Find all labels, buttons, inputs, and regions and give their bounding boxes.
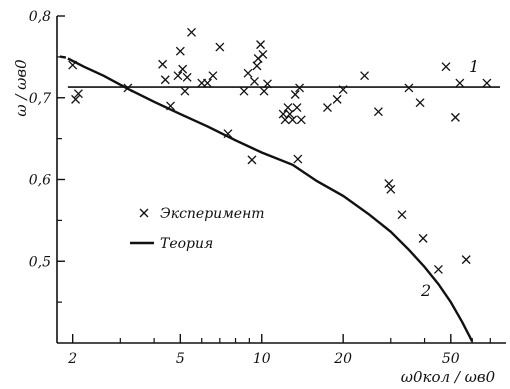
data-point [182, 72, 192, 82]
data-point [208, 71, 218, 81]
legend-experiment-marker [139, 208, 149, 218]
data-point [293, 154, 303, 164]
y-tick-label: 0,6 [29, 173, 51, 189]
data-point [285, 109, 295, 119]
data-point [338, 85, 348, 95]
data-point [203, 78, 212, 88]
data-point [323, 103, 332, 113]
data-point [252, 61, 262, 71]
data-point [397, 210, 407, 220]
data-point [258, 49, 268, 59]
data-point [455, 78, 465, 88]
data-point [215, 42, 225, 52]
data-point [123, 83, 133, 93]
curve-2 [67, 57, 474, 342]
data-point [450, 112, 460, 122]
x-tick-label: 50 [442, 351, 460, 367]
data-point [288, 115, 298, 125]
data-point [290, 90, 300, 99]
data-point [404, 83, 414, 93]
data-point [158, 59, 168, 69]
curves [59, 55, 500, 342]
data-point [239, 86, 249, 96]
data-point [68, 60, 78, 70]
markers [68, 27, 492, 274]
x-tick-label: 5 [176, 351, 185, 367]
data-point [187, 27, 196, 37]
legend: Эксперимент Теория [130, 206, 265, 252]
data-point [461, 255, 471, 265]
data-point [283, 103, 293, 113]
data-point [295, 83, 305, 93]
x-ticks: 2 5 10 20 50 [67, 334, 491, 367]
data-point [223, 129, 233, 139]
data-point [166, 101, 175, 111]
data-point [256, 40, 266, 50]
data-point [360, 71, 370, 81]
data-point [433, 264, 443, 274]
y-ticks: 0,5 0,6 0,7 0,8 [29, 9, 65, 303]
data-point [418, 233, 428, 243]
data-point [173, 71, 183, 81]
curve-label-1: 1 [469, 57, 479, 76]
data-point [71, 94, 81, 104]
data-point [160, 75, 170, 85]
data-point [280, 115, 290, 125]
data-point [384, 179, 394, 189]
data-point [259, 86, 269, 96]
data-point [250, 76, 259, 86]
x-axis-title: ω0кол / ωв0 [401, 368, 496, 386]
data-point [175, 46, 185, 56]
data-point [296, 115, 306, 125]
data-point [415, 98, 425, 108]
data-point [278, 109, 288, 119]
data-point [482, 78, 492, 88]
data-point [373, 107, 383, 117]
legend-experiment-label: Эксперимент [160, 206, 265, 222]
curve-label-2: 2 [420, 281, 431, 300]
legend-theory-label: Теория [160, 236, 213, 252]
data-point [292, 103, 302, 113]
x-tick-label: 10 [253, 351, 271, 367]
y-tick-label: 0,8 [29, 9, 51, 25]
x-tick-label: 20 [333, 351, 352, 367]
data-point [247, 155, 257, 165]
data-point [243, 68, 253, 78]
x-tick-label: 2 [67, 351, 77, 367]
y-axis-title: ω / ωв0 [12, 59, 30, 117]
y-tick-label: 0,7 [29, 91, 51, 107]
data-point [178, 64, 188, 74]
plot-area: 0,5 0,6 0,7 0,8 2 5 10 20 50 [29, 9, 506, 367]
data-point [332, 94, 342, 104]
data-point [441, 62, 451, 72]
data-point [73, 89, 83, 99]
data-point [386, 184, 396, 194]
curve-2-lead-dash [59, 55, 67, 59]
data-point [180, 86, 190, 96]
data-point [263, 79, 272, 89]
y-tick-label: 0,5 [29, 254, 51, 270]
